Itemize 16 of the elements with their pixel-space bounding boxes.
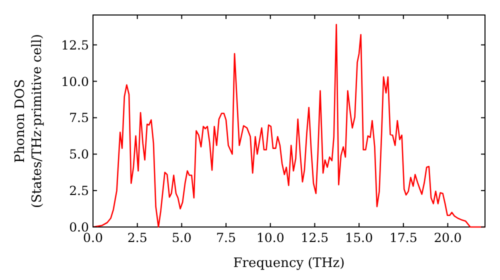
- x-tick-label: 7.5: [216, 230, 236, 245]
- y-tick-label: 7.5: [69, 110, 89, 126]
- y-tick-label: 5.0: [69, 146, 90, 162]
- x-axis-title: Frequency (THz): [233, 256, 345, 271]
- x-tick-label: 17.5: [389, 230, 418, 245]
- y-tick-label: 12.5: [61, 37, 89, 52]
- x-tick-label: 5.0: [172, 230, 192, 245]
- x-tick-label: 20.0: [434, 230, 462, 245]
- y-tick-label: 10.0: [61, 74, 90, 89]
- x-tick-label: 10.0: [256, 230, 284, 245]
- y-tick-label: 2.5: [69, 183, 89, 198]
- x-tick-label: 15.0: [345, 230, 374, 245]
- x-tick-label: 2.5: [127, 230, 148, 245]
- y-axis-title: Phonon DOS (States/THz·primitive cell): [13, 34, 45, 208]
- x-tick-label: 12.5: [300, 230, 329, 245]
- x-tick-label: 0.0: [83, 230, 103, 245]
